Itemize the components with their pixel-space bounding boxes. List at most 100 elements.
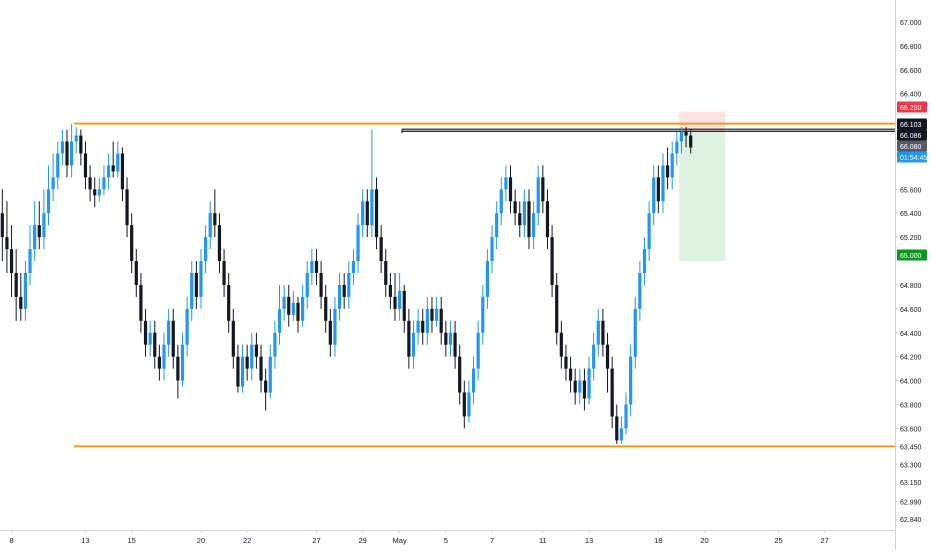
candle-body [642,249,647,273]
candle-body [97,189,101,196]
stop-zone [679,111,726,132]
candle-body [555,284,559,333]
candle-body [587,368,591,399]
candle-body [46,189,51,214]
candle-body [374,189,379,238]
price-tick-label: 65.400 [900,211,922,218]
time-tick-label: 20 [197,536,205,545]
price-tick-label: 63.450 [900,444,922,451]
candle-body [310,261,314,273]
candle-body [273,332,277,357]
candle-body [245,356,249,369]
price-tick-label: 64.200 [900,355,922,362]
candle-body [88,177,92,190]
price-tick-label: 62.990 [900,499,922,506]
candle-body [79,135,83,154]
time-tick-label: 29 [358,536,366,545]
candle-body [411,332,416,357]
candle-body [425,308,429,333]
candle-body [56,153,60,178]
candle-body [356,225,360,262]
candle-body [208,213,212,238]
time-tick-label: 7 [490,536,494,545]
candle-body [342,284,346,297]
candle-body [236,356,240,387]
candle-body [171,320,175,357]
time-tick-label: 18 [654,536,662,545]
candle-body [130,225,134,262]
candle-body [615,416,619,441]
price-tick-label: 66.103 [900,122,922,129]
candle-body [139,284,143,321]
candle-body [675,141,679,154]
candle-body [416,320,420,333]
candle-body [559,332,563,357]
candle-body [665,165,670,178]
candle-body [453,332,457,357]
candle-body [153,332,157,357]
candle-body [5,237,9,250]
candle-body [70,141,74,166]
price-badge [897,101,927,113]
candle-body [125,189,129,226]
candle-body [157,356,161,369]
time-tick-label: 5 [444,536,448,545]
candle-body [670,153,674,178]
candle-body [605,344,610,369]
price-tick-label: 63.800 [900,402,922,409]
candle-body [490,237,494,262]
price-badge [897,151,927,163]
candle-body [629,356,633,405]
candle-body [301,296,305,321]
candle-body [573,380,577,393]
price-tick-label: 64.000 [900,379,922,386]
candle-body [568,368,573,381]
price-tick-label: 67.000 [900,20,922,27]
price-badge [897,249,927,261]
candle-body [120,153,125,190]
candle-body [222,261,226,285]
time-tick-label: 27 [820,536,828,545]
price-tick-label: 64.400 [900,331,922,338]
price-tick-label: 62.840 [900,517,922,524]
candle-body [361,201,365,226]
candle-body [601,320,605,345]
candle-body [495,213,499,238]
candle-body [337,284,342,309]
candle-body [199,261,203,297]
candle-body [679,131,684,142]
candle-body [60,141,64,154]
candle-body [532,213,536,238]
candle-body [23,272,28,309]
price-tick-label: 66.080 [900,144,922,151]
candle-body [485,261,490,297]
candle-body [545,201,550,238]
candle-body [9,249,14,273]
candlesticks [0,123,693,444]
candle-body [213,213,217,226]
price-tick-label: 63.600 [900,426,922,433]
time-tick-label: 20 [700,536,708,545]
time-tick-label: 11 [539,536,547,545]
candle-body [319,272,323,297]
candle-body [314,261,319,273]
time-tick-label: 25 [774,536,782,545]
candle-body [421,320,425,333]
candle-body [328,320,332,345]
candle-body [116,153,120,172]
candle-body [652,177,656,214]
candle-body [462,392,466,417]
candle-body [282,296,286,309]
candle-body [596,320,600,345]
candle-body [499,189,503,214]
candle-body [268,356,272,393]
candle-body [610,368,614,417]
candle-body [388,284,392,297]
price-tick-label: 63.300 [900,462,922,469]
candle-body [384,261,388,285]
candle-body [250,344,254,369]
time-tick-label: 15 [127,536,135,545]
candle-body [143,320,148,345]
